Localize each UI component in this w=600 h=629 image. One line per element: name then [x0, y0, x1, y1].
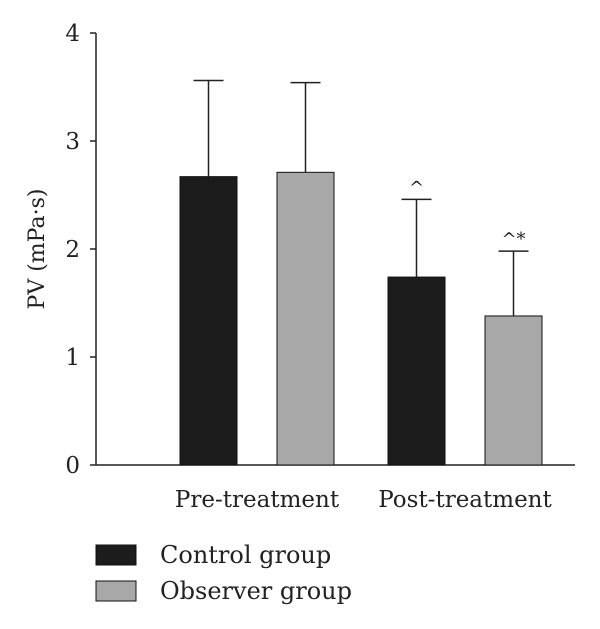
y-tick-label: 4 — [65, 21, 80, 47]
bar-observer — [484, 315, 543, 466]
y-tick-label: 2 — [65, 237, 80, 263]
y-tick-label: 3 — [65, 129, 80, 155]
bar-observer — [276, 171, 335, 466]
legend-swatch — [95, 544, 137, 566]
bars — [179, 171, 543, 466]
x-category-label: Pre-treatment — [175, 487, 340, 513]
x-category-label: Post-treatment — [378, 487, 552, 513]
axes: 0 1 2 3 4 Pre-treatment Post-treatment — [65, 21, 575, 513]
legend-swatch — [95, 580, 137, 602]
y-tick-label: 1 — [65, 345, 80, 371]
annotations: ^ ^* — [409, 177, 526, 250]
y-axis-label: PV (mPa·s) — [25, 189, 50, 310]
significance-marker: ^ — [409, 177, 424, 198]
bar-control — [179, 176, 238, 466]
bar-control — [387, 276, 446, 466]
legend: Control group Observer group — [95, 541, 352, 605]
legend-label: Control group — [160, 541, 331, 569]
error-bars — [193, 79, 529, 316]
significance-marker: ^* — [501, 229, 525, 250]
legend-label: Observer group — [160, 577, 352, 605]
y-tick-label: 0 — [65, 453, 80, 479]
